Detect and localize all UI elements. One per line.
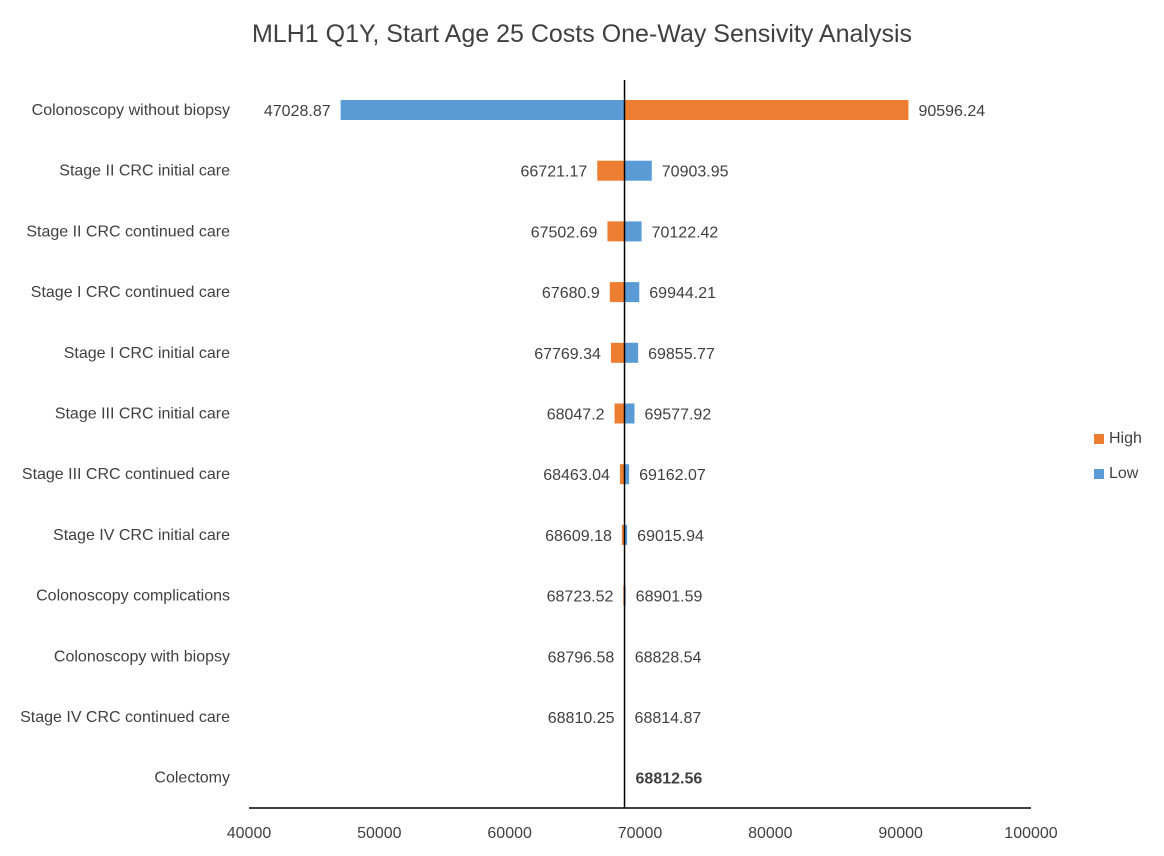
data-label-right: 68814.87 [635, 710, 702, 727]
category-label: Colonoscopy complications [36, 588, 230, 605]
bar-high [619, 464, 625, 485]
bar-high [607, 221, 625, 242]
bar-low [624, 342, 639, 363]
bar-high [610, 342, 625, 363]
data-label-left: 66721.17 [521, 164, 588, 181]
data-label-right: 69944.21 [649, 285, 716, 302]
category-label: Stage I CRC continued care [31, 284, 230, 301]
bar-low [624, 403, 635, 424]
category-label: Stage IV CRC continued care [20, 709, 230, 726]
bar-low [624, 464, 630, 485]
data-label-left: 67680.9 [542, 285, 600, 302]
data-label-left: 68463.04 [543, 467, 610, 484]
bar-low [624, 524, 628, 545]
data-label-right: 70122.42 [652, 224, 719, 241]
category-label: Stage IV CRC initial care [53, 527, 230, 544]
bar-high [614, 403, 625, 424]
category-label: Colonoscopy without biopsy [32, 102, 230, 119]
x-tick-label: 90000 [878, 825, 923, 842]
data-label-right: 68901.59 [636, 589, 703, 606]
category-label: Colonoscopy with biopsy [54, 648, 230, 665]
data-label-left: 47028.87 [264, 103, 331, 120]
x-tick-label: 100000 [1004, 825, 1057, 842]
data-label-right: 69162.07 [639, 467, 706, 484]
x-tick-label: 60000 [487, 825, 532, 842]
bar-high [609, 282, 625, 303]
legend-item-high: High [1094, 430, 1142, 448]
bar-high [597, 160, 625, 181]
data-label-right: 69015.94 [637, 528, 704, 545]
category-label: Stage III CRC continued care [22, 466, 230, 483]
data-label-right: 68812.56 [636, 771, 703, 788]
x-tick-label: 70000 [618, 825, 663, 842]
data-label-left: 67502.69 [531, 224, 598, 241]
legend-label-high: High [1109, 430, 1142, 447]
bar-low [624, 221, 642, 242]
data-label-right: 69855.77 [648, 346, 715, 363]
chart-title: MLH1 Q1Y, Start Age 25 Costs One-Way Sen… [251, 20, 912, 48]
data-label-left: 68723.52 [547, 589, 614, 606]
bar-low [340, 100, 625, 120]
bar-high [621, 524, 625, 545]
bar-low [624, 160, 652, 181]
data-label-right: 70903.95 [662, 164, 729, 181]
bar-high [624, 100, 909, 120]
data-label-right: 69577.92 [644, 407, 711, 424]
category-label: Stage III CRC initial care [55, 406, 230, 423]
legend-swatch-low [1094, 469, 1104, 479]
data-label-right: 90596.24 [918, 103, 985, 120]
legend-label-low: Low [1109, 465, 1139, 482]
category-label: Stage I CRC initial care [64, 345, 230, 362]
legend-item-low: Low [1094, 465, 1138, 483]
data-label-left: 68810.25 [548, 710, 615, 727]
data-label-left: 68796.58 [548, 649, 615, 666]
category-label: Colectomy [154, 770, 230, 787]
category-label: Stage II CRC initial care [59, 163, 230, 180]
data-label-left: 68047.2 [547, 407, 605, 424]
x-tick-label: 80000 [748, 825, 793, 842]
bar-low [624, 282, 640, 303]
data-label-right: 68828.54 [635, 649, 702, 666]
data-label-left: 68609.18 [545, 528, 612, 545]
x-tick-label: 50000 [357, 825, 402, 842]
category-label: Stage II CRC continued care [26, 223, 230, 240]
x-tick-label: 40000 [227, 825, 272, 842]
data-label-left: 67769.34 [534, 346, 601, 363]
legend-swatch-high [1094, 434, 1104, 444]
